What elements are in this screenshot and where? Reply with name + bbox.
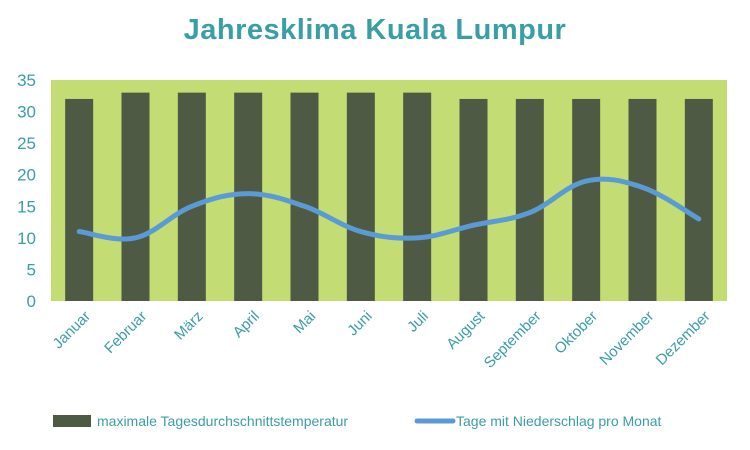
y-tick-label: 35 [17, 71, 36, 90]
bar-april [234, 92, 263, 301]
x-tick-label: April [230, 308, 263, 341]
bar-september [515, 98, 544, 301]
y-tick-label: 0 [27, 292, 36, 311]
legend-line-label: Tage mit Niederschlag pro Monat [456, 413, 662, 429]
x-tick-label: Oktober [551, 308, 601, 358]
bar-januar [65, 98, 94, 301]
bar-series [65, 92, 713, 301]
x-tick-label: März [171, 308, 207, 344]
y-tick-label: 10 [17, 229, 36, 248]
bar-november [628, 98, 657, 301]
y-tick-label: 15 [17, 197, 36, 216]
x-tick-label: Februar [101, 308, 150, 357]
chart-title: Jahresklima Kuala Lumpur [183, 14, 567, 46]
bar-juli [403, 92, 432, 301]
x-tick-label: Juni [344, 308, 375, 339]
bar-dezember [684, 98, 713, 301]
x-tick-label: Mai [290, 308, 319, 337]
bar-august [459, 98, 488, 301]
bar-juni [346, 92, 375, 301]
y-tick-label: 20 [17, 166, 36, 185]
x-tick-label: Juli [404, 308, 432, 336]
x-tick-label: Januar [50, 308, 94, 352]
y-tick-label: 5 [27, 260, 36, 279]
legend: maximale Tagesdurchschnittstemperatur Ta… [53, 413, 662, 429]
y-tick-label: 30 [17, 103, 36, 122]
legend-bar-label: maximale Tagesdurchschnittstemperatur [97, 413, 348, 429]
legend-bar-swatch [53, 415, 91, 427]
bar-mai [290, 92, 319, 301]
bar-märz [177, 92, 206, 301]
plot-background [51, 80, 727, 301]
x-tick-label: Dezember [653, 308, 714, 369]
x-tick-label: August [443, 307, 489, 353]
y-tick-label: 25 [17, 134, 36, 153]
line-series [76, 176, 702, 242]
x-tick-label: September [481, 308, 545, 372]
x-tick-label: November [596, 308, 657, 369]
x-axis-ticks: Januar Februar März April Mai Juni Juli AugustS… [50, 307, 714, 371]
y-axis-ticks: 0 5 10 15 20 25 30 35 [17, 71, 36, 311]
bar-februar [121, 92, 150, 301]
bar-oktober [572, 98, 601, 301]
